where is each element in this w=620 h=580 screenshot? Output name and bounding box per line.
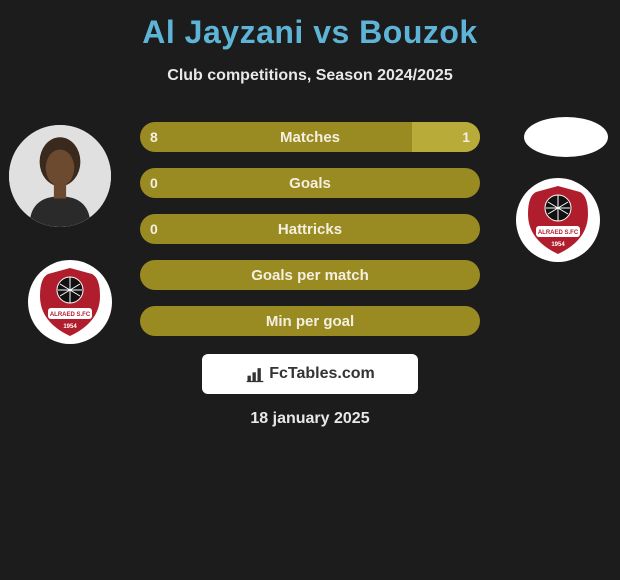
- club-badge-left: ALRAED S.FC 1954: [28, 260, 112, 344]
- stat-bar: 8 Matches 1: [140, 122, 480, 152]
- player-left-avatar: [9, 125, 111, 227]
- svg-text:ALRAED S.FC: ALRAED S.FC: [538, 230, 579, 236]
- stat-bar: Goals per match: [140, 260, 480, 290]
- page-title: Al Jayzani vs Bouzok: [0, 0, 620, 51]
- stat-value-right: 1: [452, 122, 480, 152]
- stat-value-right: [460, 260, 480, 290]
- club-badge-right: ALRAED S.FC 1954: [516, 178, 600, 262]
- stat-value-right: [460, 306, 480, 336]
- svg-text:ALRAED S.FC: ALRAED S.FC: [50, 312, 91, 318]
- subtitle: Club competitions, Season 2024/2025: [0, 67, 620, 85]
- stat-value-right: [460, 168, 480, 198]
- stat-label: Goals per match: [140, 260, 480, 290]
- svg-text:1954: 1954: [551, 242, 565, 248]
- player-right-avatar: [524, 117, 608, 157]
- stat-value-right: [460, 214, 480, 244]
- site-logo: FcTables.com: [202, 354, 418, 394]
- stat-bar: Min per goal: [140, 306, 480, 336]
- club-crest-icon: ALRAED S.FC 1954: [522, 184, 594, 256]
- club-crest-icon: ALRAED S.FC 1954: [34, 266, 106, 338]
- player-silhouette-icon: [9, 125, 111, 227]
- stat-bar: 0 Hattricks: [140, 214, 480, 244]
- stat-bars: 8 Matches 1 0 Goals 0 Hattricks Goals pe…: [140, 122, 480, 352]
- stat-label: Hattricks: [140, 214, 480, 244]
- bar-chart-icon: [245, 364, 265, 384]
- date: 18 january 2025: [0, 410, 620, 428]
- svg-text:1954: 1954: [63, 324, 77, 330]
- stat-label: Min per goal: [140, 306, 480, 336]
- site-logo-text: FcTables.com: [269, 365, 375, 383]
- stat-bar: 0 Goals: [140, 168, 480, 198]
- stat-label: Matches: [140, 122, 480, 152]
- stat-label: Goals: [140, 168, 480, 198]
